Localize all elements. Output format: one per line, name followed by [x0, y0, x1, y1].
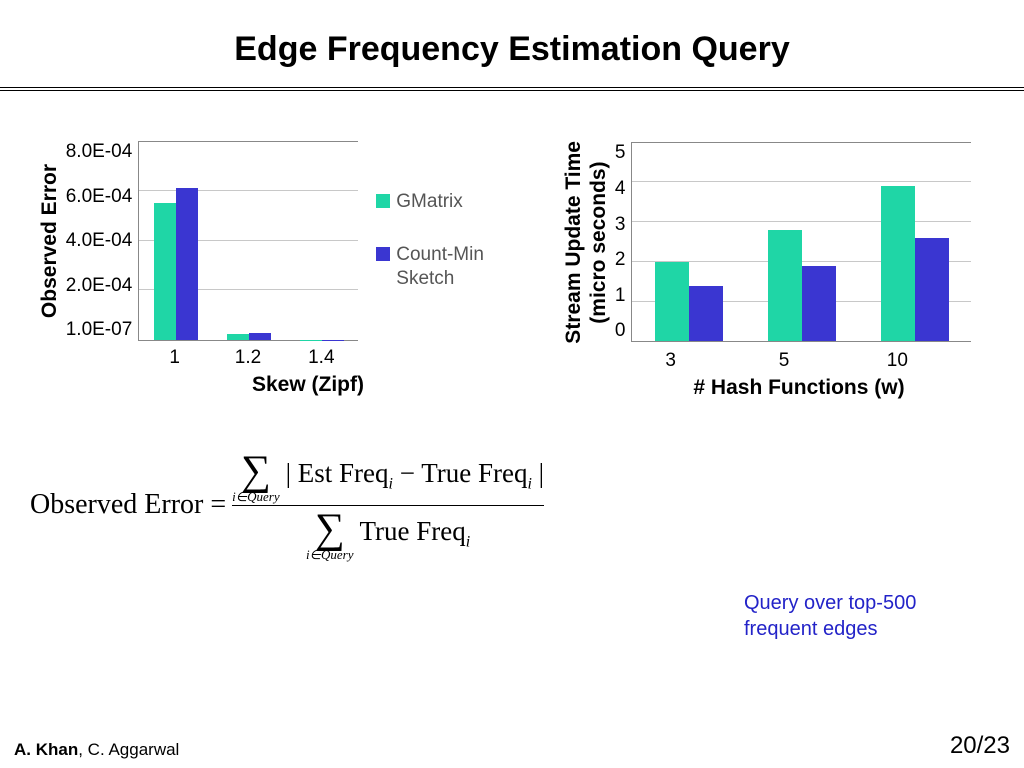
- chart-observed-error: Observed Error 8.0E-04 6.0E-04 4.0E-04 2.0E…: [30, 141, 510, 400]
- ytick-label: 8.0E-04: [66, 141, 133, 163]
- chart1-yaxis: 8.0E-04 6.0E-04 4.0E-04 2.0E-04 1.0E-07: [66, 141, 139, 341]
- bar-gmatrix: [154, 203, 176, 340]
- ytick-label: 3: [615, 214, 626, 236]
- footer-authors: A. Khan, C. Aggarwal: [14, 740, 179, 760]
- footer-page: 20/23: [950, 732, 1010, 760]
- bar-gmatrix: [768, 230, 802, 341]
- formula-denominator: ∑ i∈Query True Freqi: [306, 508, 470, 561]
- bar-countmin: [915, 238, 949, 341]
- charts-row: Observed Error 8.0E-04 6.0E-04 4.0E-04 2.0E…: [0, 91, 1024, 410]
- bar-group: [139, 141, 212, 340]
- bar-countmin: [802, 266, 836, 342]
- sum-sub: i∈Query: [232, 490, 279, 503]
- footer: A. Khan, C. Aggarwal 20/23: [0, 732, 1024, 760]
- bar-countmin: [176, 188, 198, 340]
- xtick-label: 5: [727, 350, 840, 372]
- author-secondary: , C. Aggarwal: [78, 740, 179, 759]
- query-note: Query over top-500 frequent edges: [744, 590, 964, 642]
- chart2-xlabel: # Hash Functions (w): [629, 372, 969, 400]
- legend-label-gmatrix: GMatrix: [396, 190, 463, 215]
- author-primary: A. Khan: [14, 740, 78, 759]
- xtick-label: 10: [841, 350, 954, 372]
- chart1-xaxis: 11.21.4: [138, 341, 358, 369]
- ytick-label: 0: [615, 320, 626, 342]
- sum-sub: i∈Query: [306, 548, 353, 561]
- ytick-label: 5: [615, 142, 626, 164]
- sigma-icon: ∑: [315, 508, 345, 550]
- chart2-xaxis: 3510: [614, 344, 954, 372]
- legend-item-countmin: Count-Min Sketch: [376, 243, 506, 292]
- chart1-xlabel: Skew (Zipf): [198, 369, 418, 397]
- bar-gmatrix: [655, 262, 689, 342]
- bar-gmatrix: [881, 186, 915, 341]
- chart2-plot: [631, 142, 971, 342]
- bar-countmin: [689, 286, 723, 342]
- chart1-plot: [138, 141, 358, 341]
- formula-numerator: ∑ i∈Query | Est Freqi − True Freqi |: [232, 450, 544, 503]
- xtick-label: 3: [614, 350, 727, 372]
- numerator-text: | Est Freqi − True Freqi |: [286, 458, 544, 493]
- denominator-text: True Freqi: [359, 516, 470, 551]
- swatch-gmatrix: [376, 194, 390, 208]
- ytick-label: 1.0E-07: [66, 319, 133, 341]
- bar-group: [285, 141, 358, 340]
- formula-fraction: ∑ i∈Query | Est Freqi − True Freqi | ∑ i…: [232, 450, 544, 561]
- chart1-ylabel: Observed Error: [34, 164, 66, 318]
- bar-group: [212, 141, 285, 340]
- formula: Observed Error = ∑ i∈Query | Est Freqi −…: [0, 410, 1024, 561]
- bar-group: [632, 142, 745, 341]
- xtick-label: 1.2: [211, 347, 284, 369]
- chart2-yaxis: 5 4 3 2 1 0: [615, 142, 632, 342]
- ytick-label: 2.0E-04: [66, 275, 133, 297]
- fraction-line: [232, 505, 544, 506]
- legend-item-gmatrix: GMatrix: [376, 190, 506, 215]
- bar-group: [858, 142, 971, 341]
- ytick-label: 1: [615, 285, 626, 307]
- formula-lhs: Observed Error =: [30, 489, 232, 521]
- legend-label-countmin: Count-Min Sketch: [396, 243, 506, 292]
- chart-update-time: Stream Update Time(micro seconds) 543210…: [534, 141, 994, 400]
- swatch-countmin: [376, 247, 390, 261]
- bar-countmin: [249, 333, 271, 340]
- sigma-icon: ∑: [241, 450, 271, 492]
- bar-gmatrix: [227, 334, 249, 340]
- xtick-label: 1.4: [285, 347, 358, 369]
- ytick-label: 2: [615, 249, 626, 271]
- ytick-label: 6.0E-04: [66, 186, 133, 208]
- bar-group: [745, 142, 858, 341]
- ytick-label: 4.0E-04: [66, 230, 133, 252]
- page-title: Edge Frequency Estimation Query: [0, 0, 1024, 87]
- xtick-label: 1: [138, 347, 211, 369]
- legend: GMatrix Count-Min Sketch: [358, 190, 506, 292]
- chart2-ylabel: Stream Update Time(micro seconds): [557, 141, 615, 344]
- ytick-label: 4: [615, 178, 626, 200]
